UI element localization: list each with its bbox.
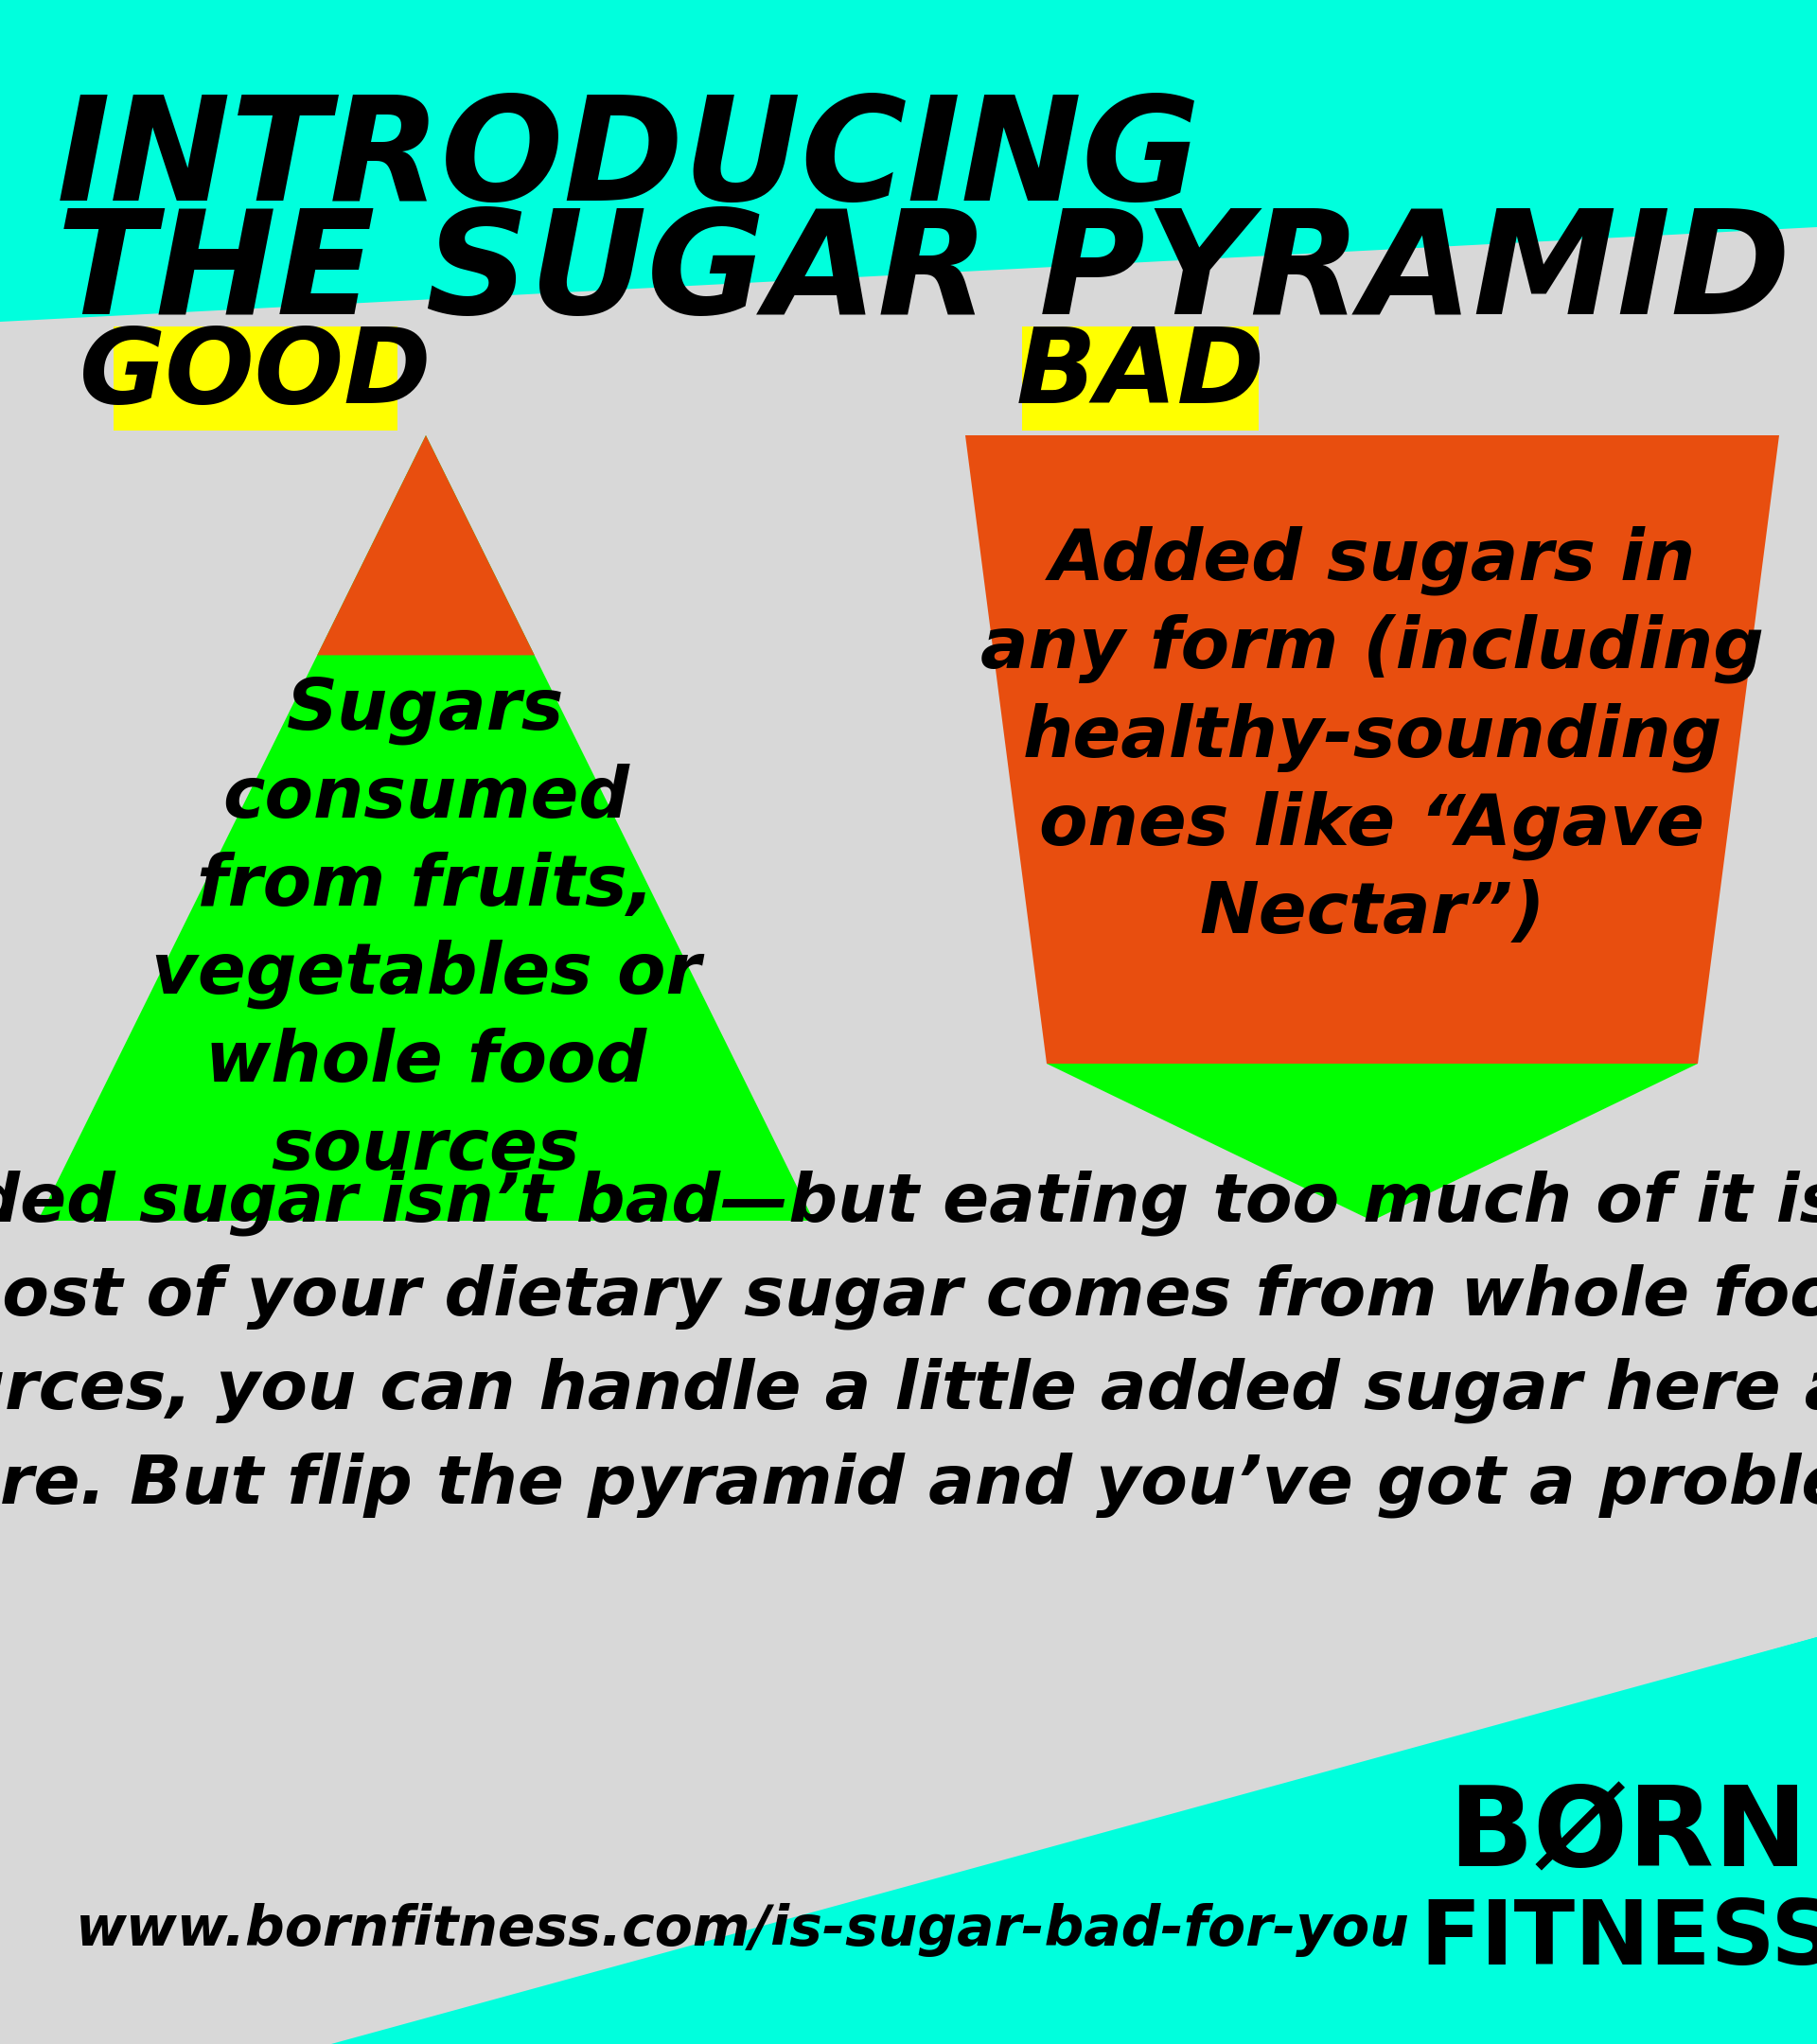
Text: Added sugar isn’t bad—but eating too much of it is. If
most of your dietary suga: Added sugar isn’t bad—but eating too muc…: [0, 1169, 1817, 1517]
Polygon shape: [0, 1637, 1817, 2044]
FancyBboxPatch shape: [1021, 327, 1259, 431]
Polygon shape: [0, 0, 1817, 321]
Text: FITNESS: FITNESS: [1419, 1897, 1817, 1983]
Polygon shape: [331, 1637, 1817, 2044]
Text: THE SUGAR PYRAMID: THE SUGAR PYRAMID: [56, 204, 1790, 345]
Polygon shape: [965, 435, 1779, 1063]
Text: GOOD: GOOD: [80, 323, 432, 425]
Text: BØRN: BØRN: [1448, 1782, 1808, 1891]
Text: www.bornfitness.com/is-sugar-bad-for-you: www.bornfitness.com/is-sugar-bad-for-you: [76, 1903, 1410, 1958]
Text: Sugars
consumed
from fruits,
vegetables or
whole food
sources: Sugars consumed from fruits, vegetables …: [151, 677, 701, 1186]
Text: BAD: BAD: [1016, 323, 1265, 425]
Polygon shape: [1047, 1063, 1697, 1220]
Text: INTRODUCING: INTRODUCING: [56, 90, 1201, 231]
Polygon shape: [38, 435, 814, 1220]
Polygon shape: [318, 435, 534, 656]
FancyBboxPatch shape: [113, 327, 398, 431]
Polygon shape: [0, 0, 1817, 313]
Text: Added sugars in
any form (including
healthy-sounding
ones like “Agave
Nectar”): Added sugars in any form (including heal…: [981, 525, 1764, 948]
